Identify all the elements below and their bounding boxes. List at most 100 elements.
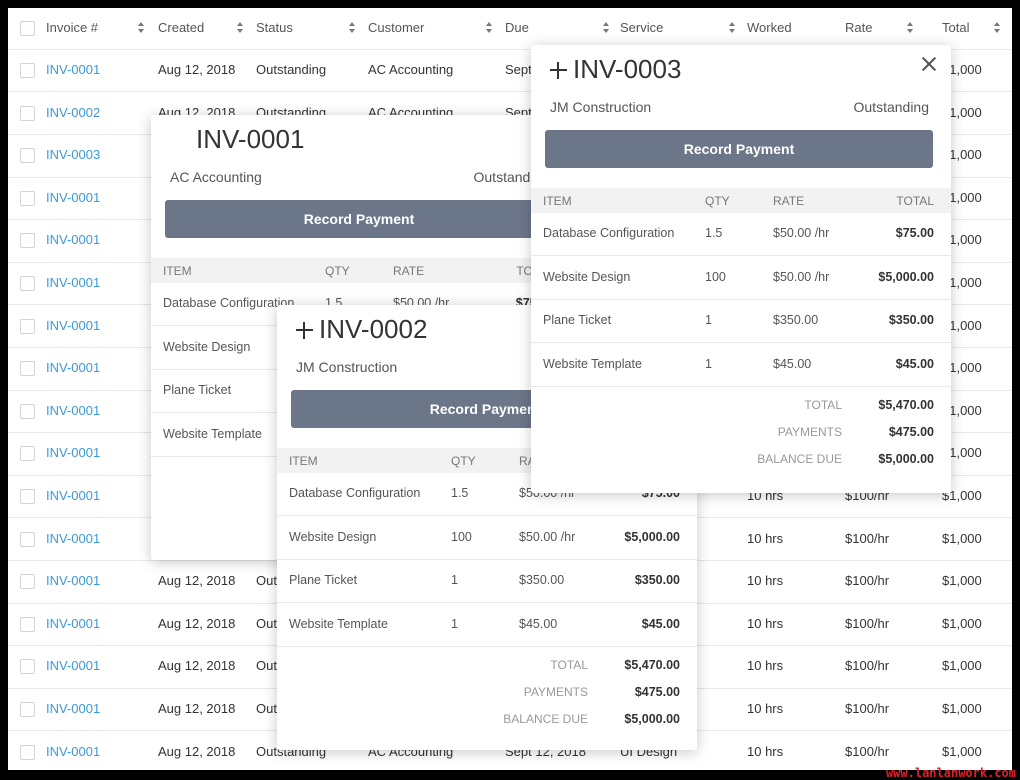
table-cell: $100/hr <box>845 615 890 631</box>
summary-label: TOTAL <box>550 658 588 672</box>
invoice-link[interactable]: INV-0001 <box>46 743 101 759</box>
item-divider <box>277 515 697 516</box>
invoice-link[interactable]: INV-0001 <box>46 402 101 418</box>
table-cell: 10 hrs <box>747 701 784 716</box>
table-cell: 10 hrs <box>747 615 784 631</box>
item-cell: $75.00 <box>895 226 934 240</box>
table-cell: $1,000 <box>942 232 982 248</box>
table-cell: $1,000 <box>942 147 982 163</box>
close-button[interactable] <box>922 57 936 71</box>
item-cell: $45.00 <box>641 616 680 631</box>
sort-icon[interactable] <box>349 22 355 33</box>
summary-label: TOTAL <box>804 398 842 412</box>
invoice-link[interactable]: INV-0001 <box>46 275 101 290</box>
row-checkbox[interactable] <box>20 276 35 291</box>
item-cell: $45.00 <box>519 616 558 631</box>
record-payment-button[interactable]: Record Payment <box>545 130 933 168</box>
summary-label: BALANCE DUE <box>757 452 842 466</box>
table-cell: 10 hrs <box>747 573 784 589</box>
item-divider <box>531 255 951 256</box>
add-icon[interactable] <box>296 322 313 339</box>
sort-icon[interactable] <box>138 22 144 33</box>
invoice-link[interactable]: INV-0001 <box>46 317 101 333</box>
invoice-link[interactable]: INV-0001 <box>46 232 101 248</box>
row-checkbox[interactable] <box>20 702 35 717</box>
item-cell: Plane Ticket <box>543 313 612 327</box>
row-checkbox[interactable] <box>20 446 35 462</box>
invoice-link[interactable]: INV-0001 <box>46 189 101 205</box>
item-divider <box>531 342 951 343</box>
table-cell: $1,000 <box>942 360 982 376</box>
select-all-checkbox[interactable] <box>20 21 35 36</box>
invoice-link[interactable]: INV-0001 <box>46 488 101 503</box>
row-checkbox[interactable] <box>20 531 35 547</box>
row-checkbox[interactable] <box>20 744 35 760</box>
invoice-link[interactable]: INV-0001 <box>46 573 101 589</box>
invoice-link[interactable]: INV-0001 <box>46 360 101 376</box>
row-checkbox[interactable] <box>20 233 35 249</box>
item-cell: Website Template <box>163 426 262 441</box>
invoice-link[interactable]: INV-0001 <box>46 62 101 77</box>
card-title: INV-0001 <box>196 124 305 154</box>
sort-icon[interactable] <box>237 22 243 33</box>
summary-label: PAYMENTS <box>523 685 588 699</box>
row-checkbox[interactable] <box>20 318 35 334</box>
item-cell: 1 <box>451 616 458 631</box>
invoice-link[interactable]: INV-0001 <box>46 701 101 716</box>
item-cell: $5,000.00 <box>624 529 680 544</box>
item-cell: 1 <box>705 356 712 371</box>
row-checkbox[interactable] <box>20 105 35 121</box>
sort-icon[interactable] <box>729 22 735 33</box>
invoice-link[interactable]: INV-0001 <box>46 658 101 674</box>
row-checkbox[interactable] <box>20 63 35 78</box>
items-column-header: QTY <box>451 454 476 468</box>
items-column-header: ITEM <box>163 264 192 278</box>
invoice-link[interactable]: INV-0002 <box>46 104 101 120</box>
column-header[interactable]: Customer <box>368 20 425 35</box>
row-checkbox[interactable] <box>20 403 35 419</box>
table-cell: $100/hr <box>845 701 890 716</box>
item-cell: Database Configuration <box>289 486 421 500</box>
column-header[interactable]: Total <box>942 20 970 35</box>
row-checkbox[interactable] <box>20 190 35 206</box>
column-header[interactable]: Status <box>256 20 293 35</box>
item-cell: 1 <box>451 573 458 587</box>
customer-name: JM Construction <box>550 99 652 115</box>
item-cell: 1.5 <box>451 486 469 500</box>
invoice-link[interactable]: INV-0003 <box>46 147 101 163</box>
row-checkbox[interactable] <box>20 659 35 675</box>
sort-icon[interactable] <box>603 22 609 33</box>
column-header[interactable]: Rate <box>845 20 873 35</box>
invoice-link[interactable]: INV-0001 <box>46 445 101 461</box>
column-header[interactable]: Worked <box>747 20 792 35</box>
sort-icon[interactable] <box>907 22 913 33</box>
column-header[interactable]: Service <box>620 20 664 35</box>
row-checkbox[interactable] <box>20 148 35 164</box>
invoice-link[interactable]: INV-0001 <box>46 530 101 546</box>
invoice-card: INV-0003 JM Construction Outstanding Record… <box>531 45 951 493</box>
sort-icon[interactable] <box>486 22 492 33</box>
sort-icon[interactable] <box>994 22 1000 33</box>
add-icon[interactable] <box>550 62 567 79</box>
item-cell: $350.00 <box>888 313 934 327</box>
items-column-header: RATE <box>393 264 425 278</box>
column-header[interactable]: Invoice # <box>46 20 99 35</box>
row-checkbox[interactable] <box>20 574 35 590</box>
customer-name: JM Construction <box>296 359 398 375</box>
items-column-header: ITEM <box>543 194 572 208</box>
items-column-header: QTY <box>325 264 350 278</box>
item-cell: $45.00 <box>895 356 934 371</box>
row-checkbox[interactable] <box>20 489 35 504</box>
invoice-link[interactable]: INV-0001 <box>46 615 101 631</box>
table-cell: $1,000 <box>942 317 982 333</box>
table-cell: AC Accounting <box>368 62 454 77</box>
column-header[interactable]: Created <box>158 20 205 35</box>
item-divider <box>531 298 951 300</box>
record-payment-button[interactable]: Record Payment <box>165 200 553 238</box>
items-header <box>151 258 571 283</box>
table-cell: 10 hrs <box>747 743 784 759</box>
row-checkbox[interactable] <box>20 616 35 632</box>
column-header[interactable]: Due <box>505 20 529 35</box>
row-checkbox[interactable] <box>20 361 35 377</box>
items-column-header: QTY <box>705 194 730 208</box>
